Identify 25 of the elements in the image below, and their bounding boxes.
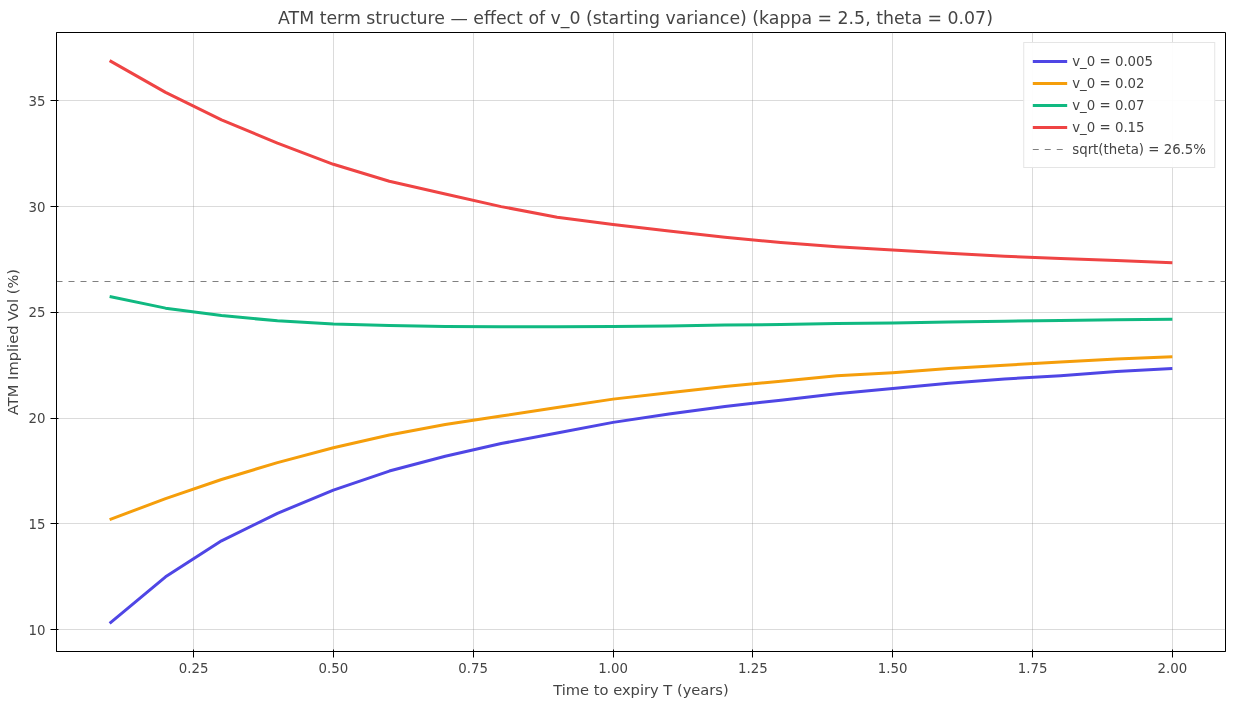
y-tick-label: 25	[28, 305, 46, 321]
x-tick-label: 1.25	[738, 660, 768, 676]
chart-title: ATM term structure — effect of v_0 (starting variance) (kappa = 2.5, theta = 0.07)	[278, 7, 993, 29]
x-tick-label: 2.00	[1157, 660, 1188, 676]
y-tick-label: 30	[28, 199, 46, 215]
y-axis-title: ATM Implied Vol (%)	[3, 268, 21, 416]
line-series	[108, 355, 1174, 522]
legend-label: v_0 = 0.07	[1072, 97, 1145, 113]
legend-label: sqrt(theta) = 26.5%	[1072, 141, 1206, 157]
x-tick-label: 0.25	[178, 660, 209, 676]
x-tick-label: 1.75	[1017, 660, 1048, 676]
x-axis-title: Time to expiry T (years)	[552, 680, 729, 698]
y-tick-label: 15	[28, 516, 46, 532]
y-tick-label: 35	[28, 93, 46, 109]
x-tick-label: 1.00	[598, 660, 628, 676]
line-series	[108, 295, 1174, 329]
x-tick-label: 1.50	[877, 660, 908, 676]
y-tick-label: 20	[28, 411, 46, 427]
legend-label: v_0 = 0.005	[1072, 53, 1154, 69]
legend-label: v_0 = 0.15	[1072, 119, 1145, 135]
line-series	[108, 366, 1174, 625]
x-tick-label: 0.50	[318, 660, 349, 676]
y-tick-label: 10	[28, 622, 46, 638]
x-tick-label: 0.75	[458, 660, 489, 676]
legend-label: v_0 = 0.02	[1072, 75, 1145, 91]
